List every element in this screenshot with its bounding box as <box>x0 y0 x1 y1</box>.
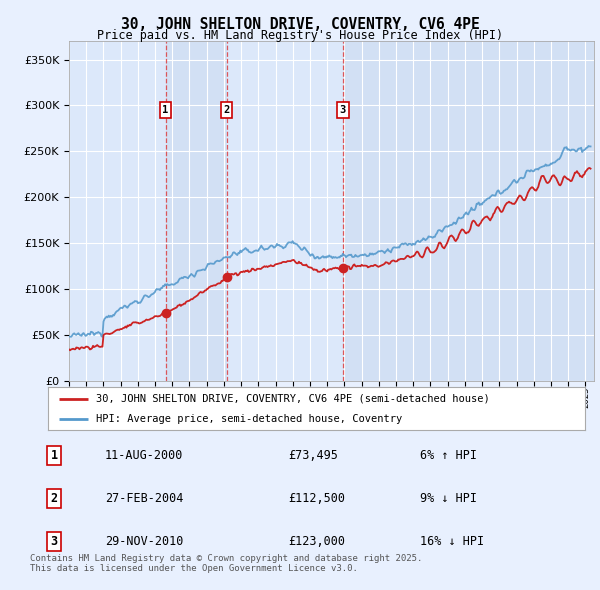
Text: 11-AUG-2000: 11-AUG-2000 <box>105 449 184 462</box>
Text: £112,500: £112,500 <box>288 492 345 505</box>
Text: £73,495: £73,495 <box>288 449 338 462</box>
Bar <box>343 41 594 381</box>
Text: 16% ↓ HPI: 16% ↓ HPI <box>420 535 484 548</box>
Text: 3: 3 <box>50 535 58 548</box>
Text: 3: 3 <box>340 105 346 115</box>
Text: 1: 1 <box>50 449 58 462</box>
Text: 29-NOV-2010: 29-NOV-2010 <box>105 535 184 548</box>
Text: 30, JOHN SHELTON DRIVE, COVENTRY, CV6 4PE: 30, JOHN SHELTON DRIVE, COVENTRY, CV6 4P… <box>121 17 479 31</box>
Text: 2: 2 <box>50 492 58 505</box>
Text: 1: 1 <box>163 105 169 115</box>
Text: 6% ↑ HPI: 6% ↑ HPI <box>420 449 477 462</box>
Text: £123,000: £123,000 <box>288 535 345 548</box>
Text: Price paid vs. HM Land Registry's House Price Index (HPI): Price paid vs. HM Land Registry's House … <box>97 29 503 42</box>
Text: 27-FEB-2004: 27-FEB-2004 <box>105 492 184 505</box>
Text: 2: 2 <box>224 105 230 115</box>
Text: 9% ↓ HPI: 9% ↓ HPI <box>420 492 477 505</box>
Text: Contains HM Land Registry data © Crown copyright and database right 2025.
This d: Contains HM Land Registry data © Crown c… <box>30 554 422 573</box>
Text: 30, JOHN SHELTON DRIVE, COVENTRY, CV6 4PE (semi-detached house): 30, JOHN SHELTON DRIVE, COVENTRY, CV6 4P… <box>97 394 490 404</box>
Text: HPI: Average price, semi-detached house, Coventry: HPI: Average price, semi-detached house,… <box>97 414 403 424</box>
Bar <box>166 41 227 381</box>
